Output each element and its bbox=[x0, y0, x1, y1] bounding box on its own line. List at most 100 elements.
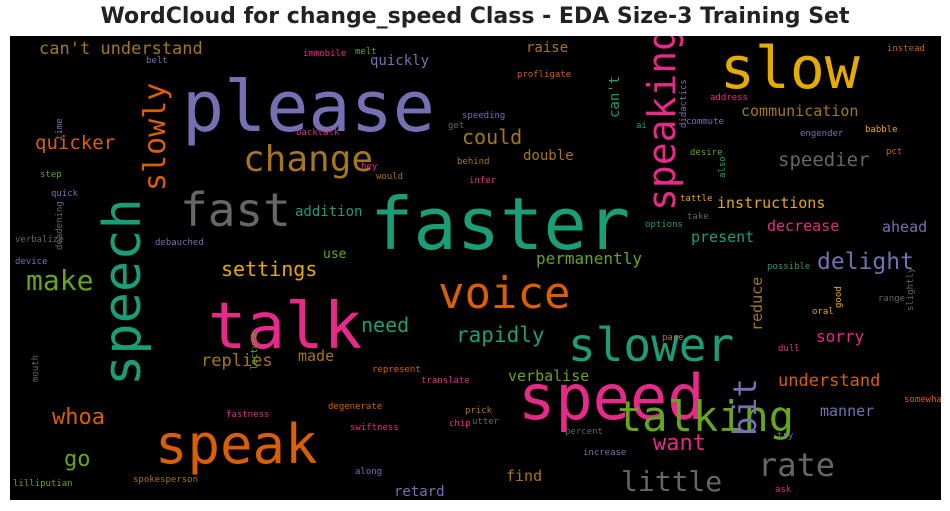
wordcloud-svg: faster please talk speed speak slow speech fast… bbox=[13, 36, 941, 500]
word-rapidly: rapidly bbox=[456, 323, 545, 347]
word-decrease: decrease bbox=[767, 217, 839, 235]
word-utter: utter bbox=[472, 417, 500, 427]
word-would: would bbox=[376, 172, 403, 182]
word-permanently: permanently bbox=[536, 249, 642, 268]
word-options: options bbox=[645, 220, 683, 230]
word-raise: raise bbox=[526, 40, 568, 56]
word-change: change bbox=[243, 139, 373, 180]
word-settings: settings bbox=[221, 257, 317, 281]
word-time: time bbox=[55, 118, 65, 140]
word-translate: translate bbox=[421, 376, 470, 386]
word-speech: speech bbox=[93, 198, 153, 386]
word-fast: fast bbox=[180, 183, 291, 237]
word-along: along bbox=[355, 467, 382, 477]
word-chip: chip bbox=[449, 419, 471, 429]
word-slightly: slightly bbox=[906, 267, 916, 311]
word-deadening: deadening bbox=[55, 201, 65, 250]
word-slowly: slowly bbox=[138, 83, 173, 191]
word-degenerate: degenerate bbox=[328, 402, 382, 412]
word-tattle: tattle bbox=[680, 194, 713, 204]
word-verbalise: verbalise bbox=[508, 367, 589, 385]
word-hey: hey bbox=[361, 162, 378, 172]
word-backtalk: backtalk bbox=[296, 128, 340, 138]
word-increase: increase bbox=[583, 448, 626, 458]
word-babble: babble bbox=[865, 125, 898, 135]
word-addition: addition bbox=[295, 204, 362, 220]
word-speaking: speaking bbox=[640, 36, 684, 211]
word-bit: bit bbox=[726, 378, 764, 436]
word-slow: slow bbox=[720, 36, 860, 102]
word-need: need bbox=[361, 313, 409, 337]
word-please: please bbox=[182, 66, 435, 148]
word-profligate: profligate bbox=[517, 70, 571, 80]
word-verbalize: verbalize bbox=[15, 235, 64, 245]
word-want: want bbox=[653, 431, 706, 456]
word-present: present bbox=[691, 228, 754, 246]
word-get: get bbox=[448, 121, 464, 131]
word-swiftness: swiftness bbox=[350, 423, 399, 433]
word-go: go bbox=[64, 447, 91, 472]
wordcloud-canvas: faster please talk speed speak slow speech fast… bbox=[10, 36, 941, 500]
word-represent: represent bbox=[372, 365, 421, 375]
word-also: also bbox=[718, 156, 728, 178]
word-percent: percent bbox=[565, 427, 603, 437]
word-quickly: quickly bbox=[370, 53, 429, 69]
word-lilliputian: lilliputian bbox=[13, 479, 73, 489]
word-ahead: ahead bbox=[882, 218, 927, 236]
word-quick: quick bbox=[51, 189, 79, 199]
word-speedier: speedier bbox=[778, 149, 870, 171]
word-range: range bbox=[878, 294, 905, 304]
word-use: use bbox=[323, 247, 347, 262]
word-mouth: mouth bbox=[31, 355, 41, 382]
word-didactics: didactics bbox=[679, 79, 689, 128]
word-double: double bbox=[523, 148, 574, 164]
word-oral: oral bbox=[812, 307, 834, 317]
word-understand: understand bbox=[778, 371, 880, 391]
word-retard: retard bbox=[394, 484, 445, 500]
word-immobile: immobile bbox=[303, 49, 346, 59]
word-little: little bbox=[621, 465, 722, 498]
word-talking: talking bbox=[617, 392, 794, 441]
word-infer: infer bbox=[469, 176, 497, 186]
word-speak: speak bbox=[155, 413, 318, 476]
word-address: address bbox=[710, 93, 748, 103]
word-make: make bbox=[26, 264, 93, 297]
word-pct: pct bbox=[886, 147, 902, 157]
word-spokesperson: spokesperson bbox=[133, 475, 198, 485]
word-device: device bbox=[15, 257, 48, 267]
word-step: step bbox=[40, 170, 62, 180]
word-instructions: instructions bbox=[717, 194, 825, 212]
word-behind: behind bbox=[457, 157, 490, 167]
word-reduce: reduce bbox=[748, 277, 766, 331]
word-dull: dull bbox=[778, 344, 800, 354]
word-communication: communication bbox=[741, 102, 858, 120]
word-sorry: sorry bbox=[816, 327, 865, 346]
word-slower: slower bbox=[568, 318, 734, 372]
word-good: good bbox=[834, 286, 844, 308]
word-manner: manner bbox=[820, 402, 874, 420]
word-try: try bbox=[777, 431, 794, 441]
word-melt: melt bbox=[355, 47, 377, 57]
word-whoa: whoa bbox=[52, 405, 105, 430]
word-debauched: debauched bbox=[155, 238, 204, 248]
word-ask: ask bbox=[775, 485, 792, 495]
word-take: take bbox=[687, 212, 709, 222]
word-belt: belt bbox=[146, 56, 168, 66]
word-engender: engender bbox=[800, 129, 844, 139]
word-replies: replies bbox=[201, 351, 273, 371]
word-made: made bbox=[298, 347, 334, 365]
word-can-t: can't bbox=[607, 76, 623, 118]
word-talk: talk bbox=[208, 290, 362, 364]
word-rate: rate bbox=[758, 446, 835, 484]
word-faster: faster bbox=[370, 182, 630, 266]
word-commute: commute bbox=[686, 117, 724, 127]
word-pace: pace bbox=[662, 333, 684, 343]
word-ai: ai bbox=[636, 121, 647, 131]
word-desire: desire bbox=[690, 148, 723, 158]
word-find: find bbox=[506, 467, 542, 485]
word-voice: voice bbox=[438, 268, 570, 319]
chart-title: WordCloud for change_speed Class - EDA S… bbox=[100, 4, 850, 29]
word-possible: possible bbox=[767, 262, 810, 272]
word-can-t-understand: can't understand bbox=[39, 39, 203, 59]
word-fastness: fastness bbox=[226, 410, 269, 420]
